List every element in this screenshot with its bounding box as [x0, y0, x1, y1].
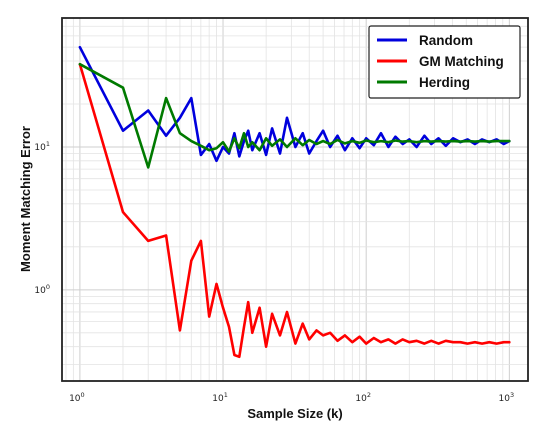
tick-labels: 100 101 102 103 100 101	[34, 140, 514, 404]
plot-frame	[61, 17, 529, 382]
x-tick-label: 100	[69, 391, 85, 404]
legend-label: Random	[419, 33, 473, 48]
series-line-herding	[78, 62, 511, 169]
x-tick-label: 102	[355, 391, 371, 404]
y-tick-label: 100	[34, 283, 50, 296]
legend: Random GM Matching Herding	[368, 25, 521, 99]
series-layer	[78, 45, 511, 359]
legend-label: GM Matching	[419, 54, 504, 69]
y-axis-label: Moment Matching Error	[18, 126, 33, 272]
legend-box	[368, 25, 521, 99]
grid	[62, 17, 528, 381]
x-axis-label: Sample Size (k)	[247, 406, 342, 421]
y-tick-label: 101	[34, 140, 50, 153]
legend-label: Herding	[419, 75, 470, 90]
series-line-gm-matching	[78, 62, 511, 359]
x-tick-label: 103	[499, 391, 515, 404]
x-tick-label: 101	[212, 391, 228, 404]
